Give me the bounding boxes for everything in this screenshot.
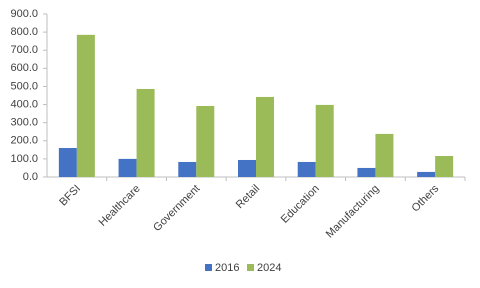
- x-tick-label: Retail: [234, 183, 262, 211]
- y-tick-label: 0.0: [23, 171, 38, 183]
- y-tick-label: 500.0: [10, 80, 38, 92]
- bar: [435, 155, 454, 177]
- x-tick-label: Manufacturing: [324, 183, 382, 241]
- legend-swatch: [247, 264, 254, 271]
- x-tick-label: Government: [151, 183, 202, 234]
- y-tick-label: 400.0: [10, 98, 38, 110]
- y-tick-label: 100.0: [10, 153, 38, 165]
- legend-label: 2016: [215, 262, 239, 274]
- x-tick-label: Others: [409, 182, 441, 214]
- bar: [256, 96, 274, 177]
- bar: [178, 161, 197, 177]
- bar: [196, 106, 215, 177]
- bar: [76, 34, 95, 178]
- bar: [357, 167, 376, 177]
- bar: [58, 148, 77, 177]
- legend-label: 2024: [257, 262, 281, 274]
- y-tick-label: 600.0: [10, 62, 38, 74]
- bar: [238, 159, 256, 177]
- y-tick-label: 300.0: [10, 117, 38, 129]
- x-tick-label: BFSI: [57, 183, 83, 209]
- y-tick-label: 900.0: [10, 8, 38, 20]
- bar: [118, 158, 137, 177]
- bar: [136, 88, 155, 177]
- bar: [315, 104, 334, 177]
- bar: [375, 133, 394, 177]
- y-tick-label: 700.0: [10, 44, 38, 56]
- bar: [297, 161, 316, 177]
- legend-swatch: [205, 264, 212, 271]
- y-tick-label: 800.0: [10, 26, 38, 38]
- bar: [417, 171, 436, 177]
- x-tick-label: Education: [279, 183, 322, 226]
- y-tick-label: 200.0: [10, 135, 38, 147]
- x-tick-label: Healthcare: [97, 183, 143, 229]
